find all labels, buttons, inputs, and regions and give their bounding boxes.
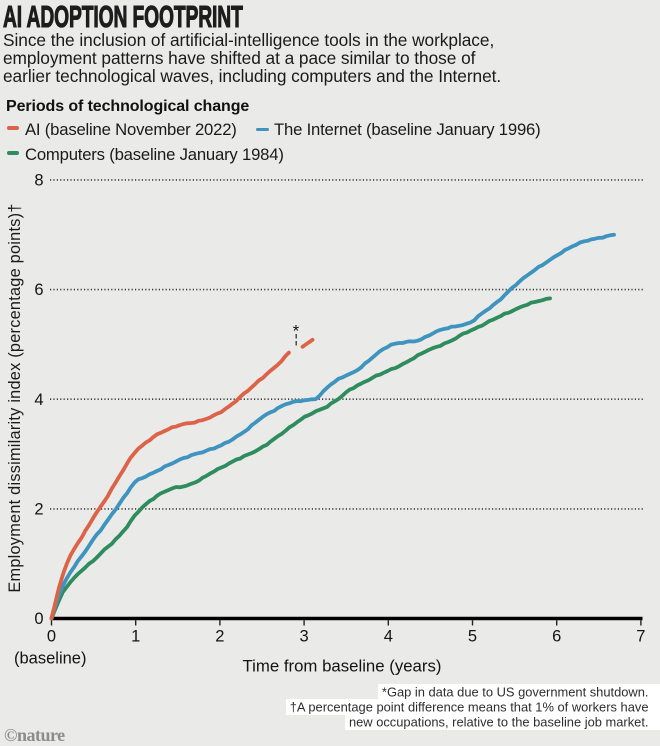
svg-text:6: 6 [34, 281, 43, 299]
svg-text:0: 0 [47, 628, 56, 646]
svg-text:2: 2 [34, 501, 43, 519]
svg-text:(baseline): (baseline) [14, 650, 86, 668]
svg-text:Employment dissimilarity index: Employment dissimilarity index (percenta… [6, 203, 24, 592]
svg-text:6: 6 [552, 628, 561, 646]
svg-text:3: 3 [300, 628, 309, 646]
svg-text:2: 2 [215, 628, 224, 646]
svg-text:4: 4 [34, 391, 43, 409]
svg-text:*: * [293, 323, 300, 341]
svg-text:8: 8 [34, 172, 43, 190]
svg-text:0: 0 [34, 610, 43, 628]
svg-text:1: 1 [131, 628, 140, 646]
svg-text:7: 7 [636, 628, 645, 646]
svg-text:Time from baseline (years): Time from baseline (years) [243, 657, 442, 676]
svg-text:4: 4 [384, 628, 393, 646]
svg-text:5: 5 [468, 628, 477, 646]
